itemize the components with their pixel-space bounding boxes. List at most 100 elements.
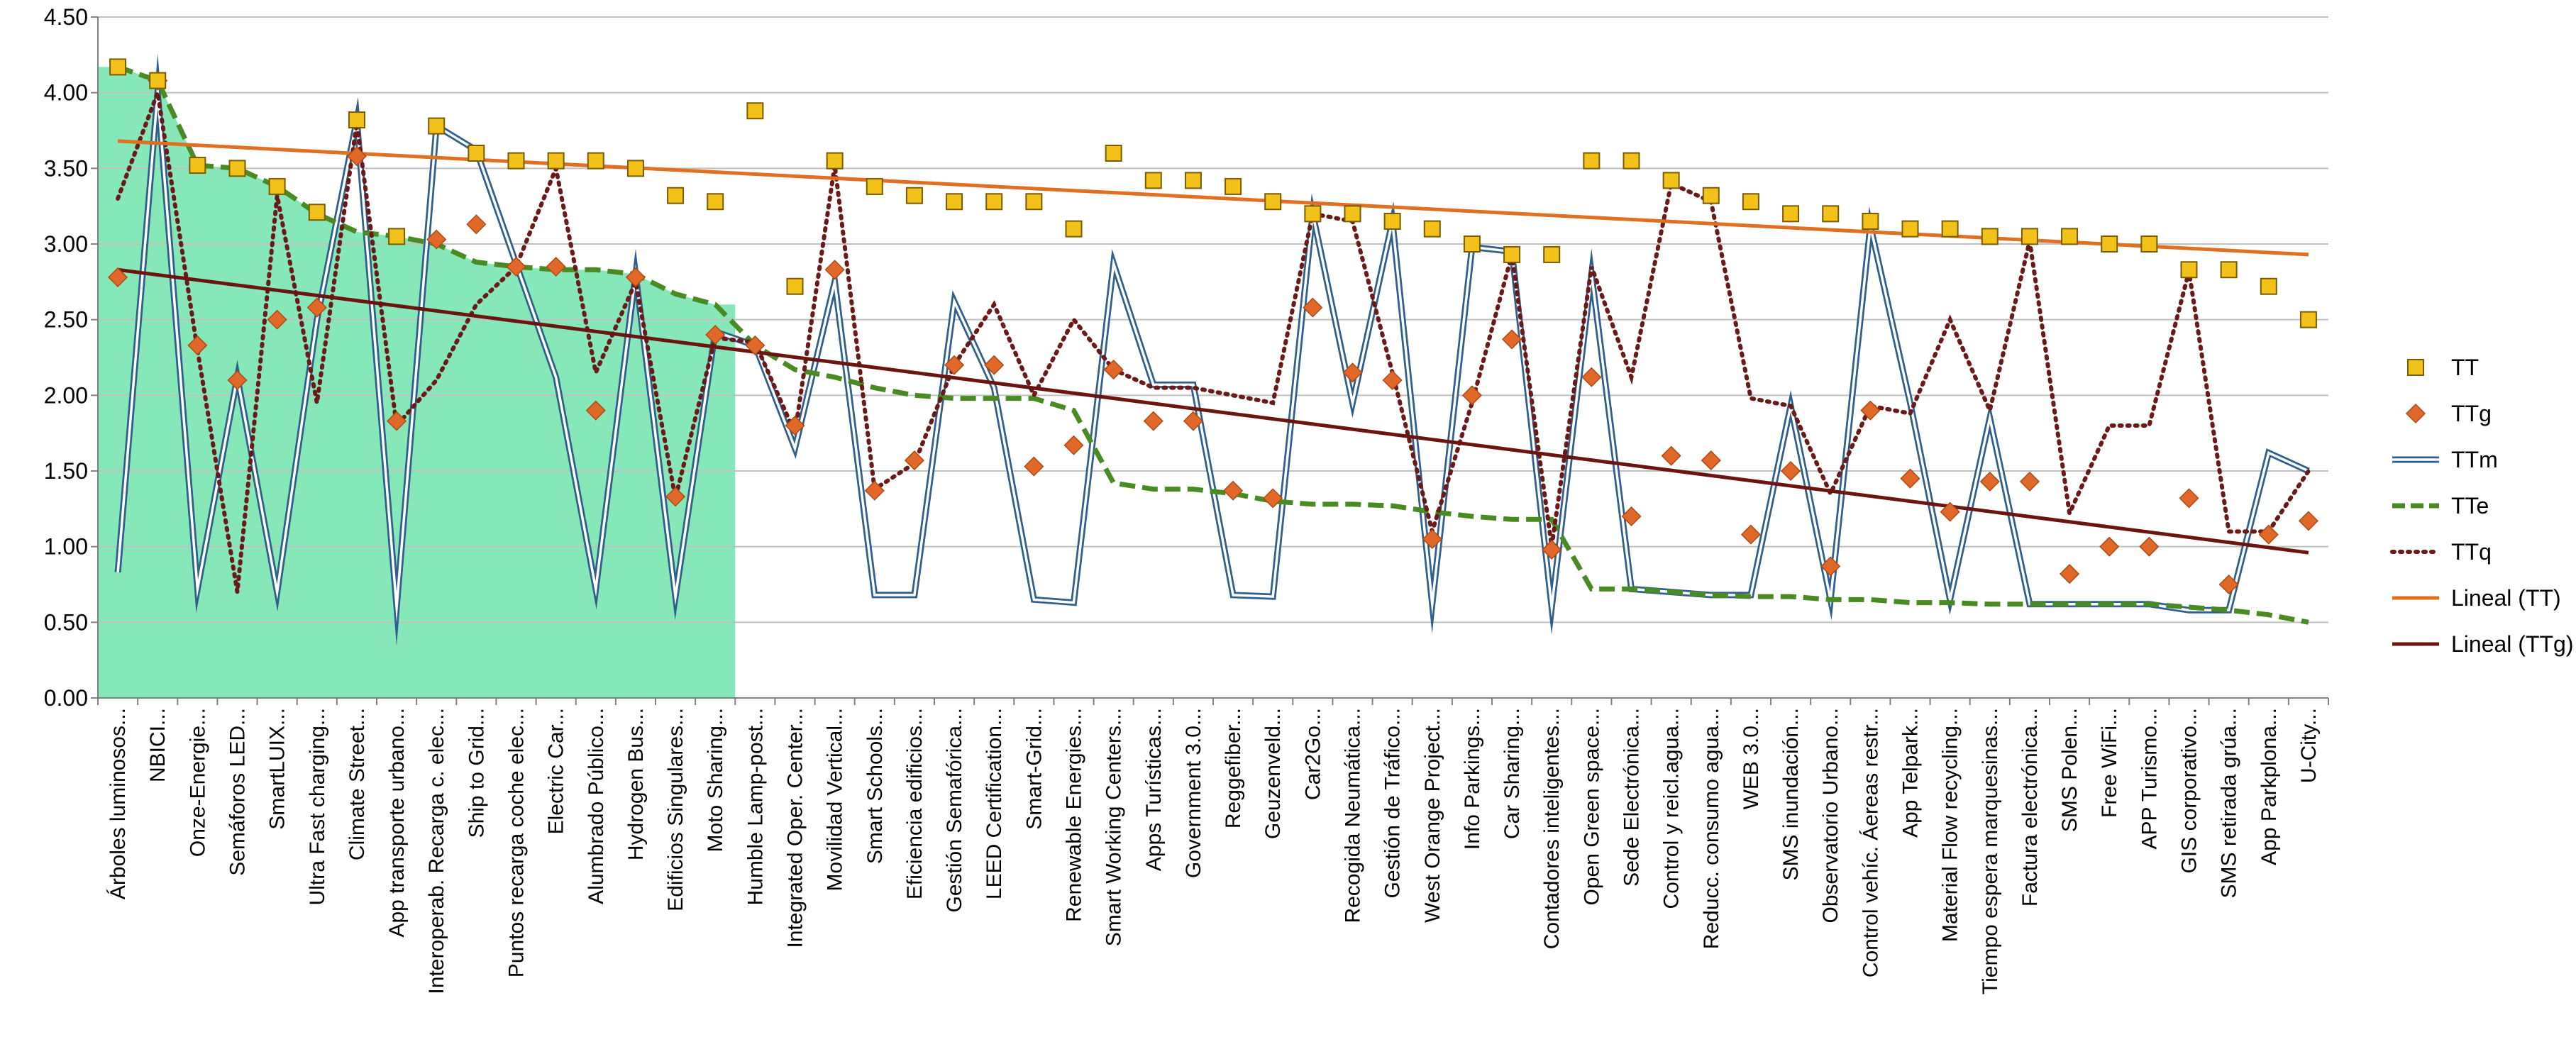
- y-tick-label: 0.00: [44, 685, 88, 711]
- ttg-marker: [585, 400, 606, 421]
- x-tick-label: APP Turismo...: [2138, 708, 2161, 850]
- legend-linealtt-label: Lineal (TT): [2451, 585, 2561, 611]
- x-tick-label: Control vehíc. Áereas restr...: [1859, 708, 1882, 977]
- ttg-marker: [187, 335, 208, 355]
- tt-marker: [308, 204, 326, 221]
- x-tick-label: West Orange Project...: [1421, 708, 1444, 923]
- x-tick-label: SMS retirada grúa...: [2218, 708, 2241, 898]
- legend-linealttg-label: Lineal (TTg): [2451, 631, 2574, 657]
- x-tick-label: Ship to Grid...: [465, 708, 488, 838]
- ttg-marker: [1781, 460, 1801, 482]
- ttg-marker: [1263, 488, 1283, 509]
- ttg-marker: [785, 415, 805, 436]
- x-tick-label: SMS Polen...: [2058, 708, 2082, 832]
- tt-marker: [547, 152, 565, 170]
- x-tick-label: Movilidad Vertical...: [824, 708, 847, 891]
- x-tick-label: Car Sharing...: [1500, 708, 1524, 839]
- legend-tt-label: TT: [2451, 355, 2479, 380]
- tt-marker: [667, 187, 685, 204]
- x-tick-label: Eficiencia edificios...: [903, 708, 927, 899]
- ttg-marker: [306, 297, 327, 318]
- x-tick-label: Climate Street...: [346, 708, 369, 860]
- ttg-marker: [1103, 360, 1124, 380]
- tt-marker: [1463, 235, 1481, 253]
- series-ttq-line: [116, 84, 2311, 593]
- ttg-marker: [387, 411, 407, 431]
- ttg-marker: [1063, 435, 1084, 455]
- tt-marker: [1981, 228, 1999, 245]
- tt-marker: [2021, 228, 2038, 245]
- tt-marker: [2140, 235, 2158, 253]
- tt-marker: [1025, 193, 1043, 211]
- ttg-marker: [665, 487, 686, 507]
- tt-marker: [1065, 220, 1083, 238]
- tt-marker: [626, 160, 644, 177]
- legend-ttg-symbol: [2405, 403, 2426, 424]
- x-tick-label: U-City...: [2297, 708, 2321, 783]
- tt-marker: [2260, 277, 2277, 295]
- legend-tt-symbol: [2407, 359, 2424, 376]
- ttg-marker: [2139, 536, 2160, 557]
- tt-marker: [1383, 213, 1401, 230]
- tt-marker: [1941, 220, 1959, 238]
- tt-marker: [587, 152, 604, 170]
- tt-marker: [1901, 220, 1919, 238]
- x-tick-label: Geuzenveld...: [1261, 708, 1285, 839]
- x-tick-label: Puntos recarga coche elec...: [505, 708, 529, 977]
- x-tick-label: Moto Sharing...: [704, 708, 727, 852]
- ttg-marker: [944, 355, 965, 375]
- ttg-marker: [625, 267, 646, 287]
- ttg-marker: [227, 370, 248, 391]
- tt-marker: [746, 102, 764, 120]
- tt-marker: [189, 157, 206, 174]
- tt-marker: [109, 58, 127, 76]
- x-tick-label: Government 3.0...: [1182, 708, 1205, 878]
- x-tick-label: Sede Electrónica...: [1620, 708, 1644, 887]
- y-tick-label: 3.00: [44, 231, 88, 257]
- x-tick-label: Smart Working Centers...: [1102, 708, 1126, 946]
- tt-marker: [1264, 193, 1282, 211]
- x-tick-label: Observatorio Urbano...: [1819, 708, 1842, 923]
- tt-marker: [507, 152, 525, 170]
- x-tick-label: Interoperab. Recarga c. elec...: [425, 708, 448, 994]
- x-tick-label: Árboles luminosos...: [106, 708, 130, 899]
- tt-marker: [2101, 235, 2118, 253]
- tt-marker: [2061, 228, 2079, 245]
- x-tick-label: Open Green space...: [1580, 708, 1603, 906]
- ttg-marker: [1900, 468, 1920, 489]
- x-tick-label: App Telpark...: [1899, 708, 1923, 838]
- ttg-marker: [1223, 480, 1244, 501]
- tt-marker: [2220, 261, 2238, 279]
- x-tick-label: Gestión Semafórica...: [943, 708, 966, 912]
- tt-marker: [1822, 205, 1840, 223]
- x-tick-label: Edificios Singulares...: [664, 708, 687, 911]
- ttg-marker: [546, 256, 566, 277]
- tt-marker: [946, 193, 963, 211]
- y-tick-label: 4.00: [44, 80, 88, 106]
- tt-marker: [228, 160, 246, 177]
- x-tick-label: Semáforos LED...: [226, 708, 250, 876]
- x-tick-label: Humble Lamp-post...: [743, 708, 767, 905]
- trendline-tt: [117, 139, 2309, 257]
- tt-marker: [985, 193, 1003, 211]
- ttg-marker: [1979, 471, 2000, 492]
- tt-marker: [468, 145, 485, 162]
- ttg-marker: [466, 214, 487, 235]
- tt-marker: [149, 72, 167, 89]
- x-tick-label: Factura electrónica...: [2018, 708, 2042, 906]
- tt-marker: [1105, 145, 1122, 162]
- ttg-marker: [1661, 445, 1681, 466]
- x-tick-label: GIS corporativo...: [2178, 708, 2201, 873]
- x-tick-label: Reducc. consumo agua...: [1700, 708, 1723, 949]
- tt-marker: [1782, 205, 1800, 223]
- tt-marker: [1583, 152, 1601, 170]
- x-tick-label: Info Parkings...: [1461, 708, 1484, 850]
- tt-marker: [1304, 205, 1322, 223]
- ttg-marker: [1183, 411, 1203, 431]
- tt-marker: [428, 117, 446, 135]
- x-tick-label: Gestión de Tráfico...: [1381, 708, 1405, 898]
- x-tick-label: Smart Schools...: [863, 708, 887, 864]
- tt-marker: [1662, 172, 1680, 189]
- ttg-marker: [1342, 362, 1363, 383]
